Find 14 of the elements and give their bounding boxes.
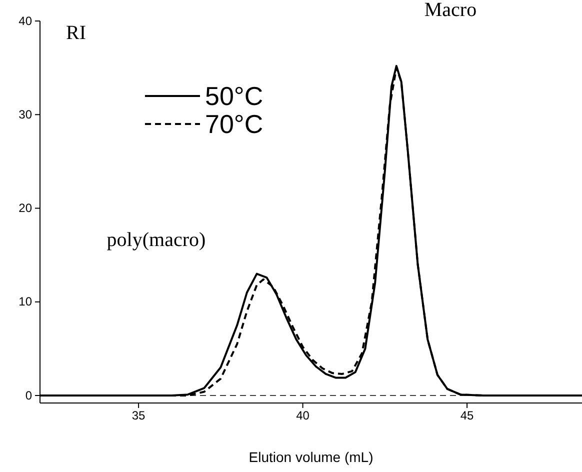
x-axis-title: Elution volume (mL) — [248, 449, 374, 465]
x-tick-label: 45 — [460, 408, 474, 423]
y-tick-label: 20 — [18, 201, 32, 216]
y-tick-label: 30 — [18, 107, 32, 122]
y-tick-label: 0 — [25, 388, 32, 402]
x-tick-label: 35 — [132, 408, 146, 423]
legend-label: 50°C — [205, 81, 264, 111]
x-tick-label: 40 — [296, 408, 310, 423]
legend-label: 70°C — [205, 109, 264, 139]
y-tick-label: 10 — [18, 294, 32, 309]
annotation: RI — [66, 22, 86, 44]
annotation: Macro — [424, 0, 477, 21]
annotation: poly(macro) — [106, 228, 206, 251]
y-tick-label: 40 — [18, 14, 32, 28]
